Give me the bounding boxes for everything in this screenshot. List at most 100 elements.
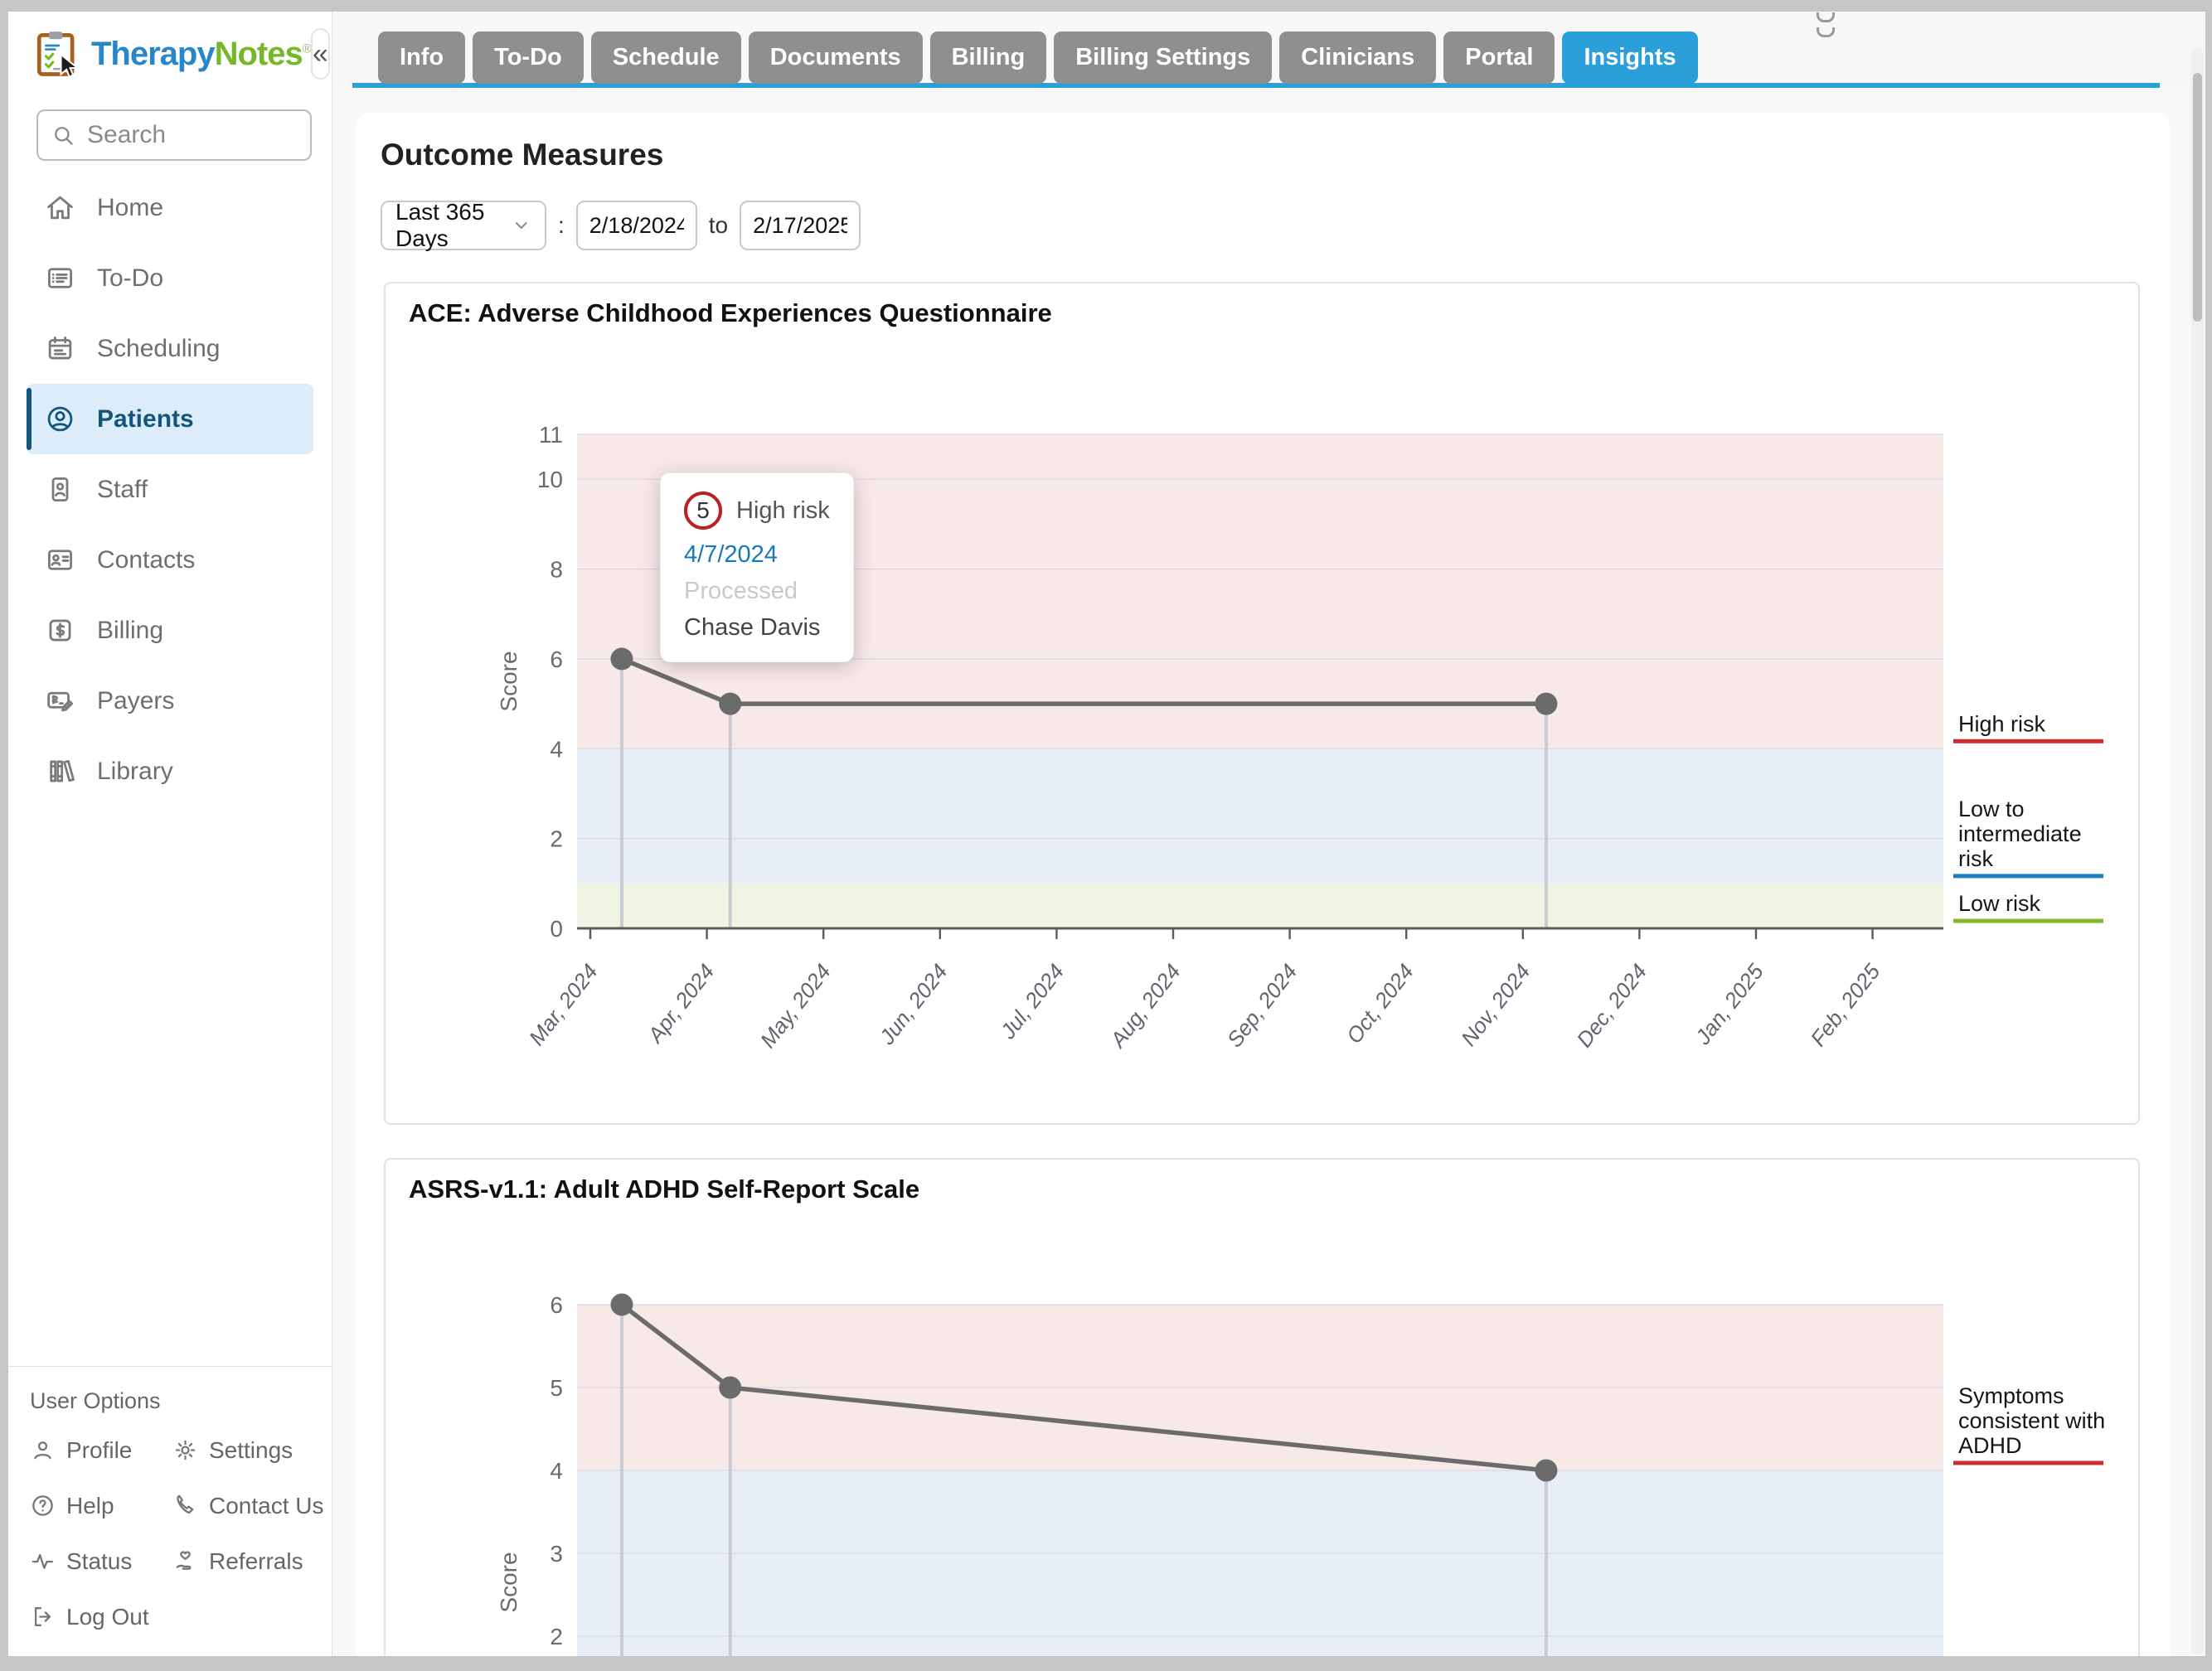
svg-text:ADHD: ADHD <box>1958 1433 2022 1458</box>
date-range-select[interactable]: Last 365 Days <box>381 199 546 251</box>
svg-text:Jul, 2024: Jul, 2024 <box>995 959 1069 1044</box>
sidebar-item-patients[interactable]: Patients <box>27 384 313 454</box>
sidebar-item-billing[interactable]: Billing <box>8 595 332 666</box>
staff-badge-icon <box>45 474 75 505</box>
sidebar-item-library[interactable]: Library <box>8 736 332 806</box>
vertical-scrollbar[interactable] <box>2191 48 2204 1654</box>
sidebar-item-scheduling[interactable]: Scheduling <box>8 313 332 384</box>
tab-insights[interactable]: Insights <box>1562 31 1698 84</box>
sidebar-item-label: Billing <box>97 616 164 644</box>
user-option-label: Contact Us <box>209 1492 324 1518</box>
svg-text:intermediate: intermediate <box>1958 821 2082 846</box>
user-option-referrals[interactable]: Referrals <box>172 1533 324 1589</box>
sidebar: TherapyNotes® « Search Home To-Do Scheduli… <box>8 12 332 1656</box>
user-option-label: Log Out <box>66 1603 149 1630</box>
tab-to-do[interactable]: To-Do <box>473 31 584 84</box>
chart-tooltip: 5 High risk 4/7/2024 Processed Chase Dav… <box>660 472 854 662</box>
date-from-input[interactable] <box>575 201 697 250</box>
tab-billing[interactable]: Billing <box>929 31 1047 84</box>
tooltip-date-link[interactable]: 4/7/2024 <box>684 541 778 568</box>
todo-icon <box>45 263 75 293</box>
svg-text:risk: risk <box>1958 846 1993 871</box>
therapynotes-logo-icon <box>33 30 81 78</box>
date-range-filters: Last 365 Days : to <box>381 199 2170 251</box>
chart-title-asrs: ASRS-v1.1: Adult ADHD Self-Report Scale <box>409 1175 920 1204</box>
svg-text:High risk: High risk <box>1958 711 2046 736</box>
svg-text:11: 11 <box>539 422 563 448</box>
svg-text:Sep, 2024: Sep, 2024 <box>1222 959 1302 1052</box>
tooltip-score-badge: 5 <box>684 492 722 530</box>
svg-text:6: 6 <box>550 647 563 672</box>
tab-schedule[interactable]: Schedule <box>590 31 741 84</box>
profile-icon <box>30 1437 56 1463</box>
books-icon <box>45 756 75 787</box>
logo-row: TherapyNotes® « <box>33 28 330 80</box>
sidebar-collapse-button[interactable]: « <box>310 28 330 80</box>
svg-text:10: 10 <box>537 467 563 492</box>
user-options-links: Profile Settings Help Contact Us Status Refer… <box>30 1422 324 1644</box>
user-option-settings[interactable]: Settings <box>172 1422 324 1478</box>
scrollbar-thumb[interactable] <box>2193 73 2202 322</box>
active-tab-underline <box>352 83 2160 88</box>
tab-info[interactable]: Info <box>378 31 466 84</box>
user-option-label: Settings <box>209 1436 293 1463</box>
sidebar-item-home[interactable]: Home <box>8 172 332 243</box>
svg-text:Score: Score <box>496 1552 521 1612</box>
svg-text:2: 2 <box>550 1624 563 1649</box>
sidebar-item-contacts[interactable]: Contacts <box>8 525 332 595</box>
tooltip-status: Processed <box>684 578 798 604</box>
search-input[interactable]: Search <box>36 109 312 161</box>
svg-text:May, 2024: May, 2024 <box>755 959 836 1053</box>
tooltip-patient-name: Chase Davis <box>684 614 821 641</box>
svg-text:6: 6 <box>550 1292 563 1318</box>
tab-portal[interactable]: Portal <box>1443 31 1555 84</box>
svg-text:Oct, 2024: Oct, 2024 <box>1341 959 1419 1048</box>
sidebar-item-label: Home <box>97 193 164 221</box>
date-to-input[interactable] <box>740 201 861 250</box>
user-option-contact-us[interactable]: Contact Us <box>172 1478 324 1533</box>
chart-title-ace: ACE: Adverse Childhood Experiences Quest… <box>409 298 1052 327</box>
sidebar-item-label: Patients <box>97 404 194 433</box>
chevron-down-icon <box>516 222 528 229</box>
user-option-status[interactable]: Status <box>30 1533 172 1589</box>
sidebar-item-label: Library <box>97 757 173 785</box>
tab-documents[interactable]: Documents <box>748 31 923 84</box>
svg-text:0: 0 <box>550 916 563 942</box>
to-label: to <box>708 212 729 238</box>
user-option-help[interactable]: Help <box>30 1478 172 1533</box>
svg-text:5: 5 <box>550 1375 563 1401</box>
patient-icon <box>45 404 75 434</box>
svg-text:Nov, 2024: Nov, 2024 <box>1456 959 1535 1050</box>
sidebar-item-to-do[interactable]: To-Do <box>8 243 332 313</box>
calendar-icon <box>45 333 75 364</box>
svg-text:Jun, 2024: Jun, 2024 <box>874 959 953 1049</box>
sidebar-item-staff[interactable]: Staff <box>8 454 332 525</box>
home-icon <box>45 192 75 223</box>
collapse-chevrons-icon: « <box>312 37 328 70</box>
chart-card-asrs: ASRS-v1.1: Adult ADHD Self-Report Scale … <box>384 1158 2140 1656</box>
sidebar-item-label: Scheduling <box>97 334 221 362</box>
ace-chart[interactable]: Mar, 2024 Apr, 2024 May, 2024 Jun, 2024 Jul,… <box>386 283 2138 1123</box>
contact-card-icon <box>45 545 75 575</box>
user-option-profile[interactable]: Profile <box>30 1422 172 1478</box>
registered-mark: ® <box>302 41 312 56</box>
svg-text:Apr, 2024: Apr, 2024 <box>642 959 719 1049</box>
brand-part-therapy: Therapy <box>91 35 216 72</box>
cheque-icon <box>45 685 75 716</box>
svg-text:Score: Score <box>496 651 521 711</box>
logout-icon <box>30 1604 56 1630</box>
clipped-header-fragment <box>1817 12 1949 37</box>
tab-billing-settings[interactable]: Billing Settings <box>1054 31 1273 84</box>
sidebar-item-label: Staff <box>97 475 148 503</box>
sidebar-item-payers[interactable]: Payers <box>8 666 332 736</box>
tab-clinicians[interactable]: Clinicians <box>1279 31 1437 84</box>
svg-text:Symptoms: Symptoms <box>1958 1383 2064 1408</box>
user-option-label: Referrals <box>209 1547 303 1574</box>
tooltip-risk-label: High risk <box>736 496 830 524</box>
pulse-icon <box>30 1548 56 1574</box>
user-option-log-out[interactable]: Log Out <box>30 1589 172 1644</box>
svg-text:3: 3 <box>550 1541 563 1567</box>
user-option-label: Profile <box>66 1436 133 1463</box>
phone-icon <box>172 1493 198 1518</box>
